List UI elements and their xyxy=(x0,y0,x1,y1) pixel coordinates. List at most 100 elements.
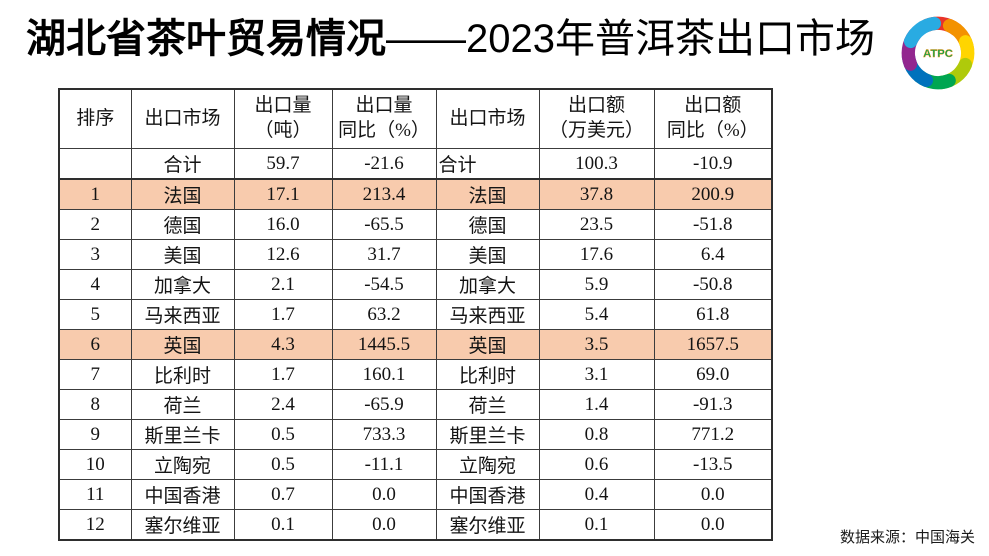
atpc-logo: ATPC xyxy=(897,12,979,94)
cell-volume_yoy: 1445.5 xyxy=(331,329,437,360)
table-row: 4 加拿大 2.1 -54.5 加拿大 5.9 -50.8 xyxy=(58,269,773,300)
header-cell-0: 排序 xyxy=(58,88,132,149)
cell-market2: 塞尔维亚 xyxy=(435,509,540,541)
cell-market2: 马来西亚 xyxy=(435,299,540,330)
cell-volume_yoy: 733.3 xyxy=(331,419,437,450)
logo-swirl-icon: ATPC xyxy=(901,16,975,90)
cell-value_yoy: -50.8 xyxy=(653,269,773,300)
cell-volume: 1.7 xyxy=(233,299,333,330)
cell-rank: 1 xyxy=(58,178,132,210)
header-cell-3: 出口量 同比（%） xyxy=(331,88,437,149)
cell-value_yoy: 1657.5 xyxy=(653,329,773,360)
cell-market: 美国 xyxy=(130,239,235,270)
cell-rank: 12 xyxy=(58,509,132,541)
cell-volume_yoy: 63.2 xyxy=(331,299,437,330)
header-cell-4: 出口市场 xyxy=(435,88,540,149)
cell-volume: 1.7 xyxy=(233,359,333,390)
cell-market: 塞尔维亚 xyxy=(130,509,235,541)
cell-market: 立陶宛 xyxy=(130,449,235,480)
table-row: 10 立陶宛 0.5 -11.1 立陶宛 0.6 -13.5 xyxy=(58,449,773,480)
cell-market: 荷兰 xyxy=(130,389,235,420)
table-row: 合计 59.7 -21.6 合计 100.3 -10.9 xyxy=(58,148,773,180)
cell-value: 3.5 xyxy=(538,329,655,360)
page-title: 湖北省茶叶贸易情况——2023年普洱茶出口市场 xyxy=(26,16,875,62)
cell-market: 马来西亚 xyxy=(130,299,235,330)
cell-volume_yoy: -54.5 xyxy=(331,269,437,300)
cell-value: 3.1 xyxy=(538,359,655,390)
cell-value: 0.8 xyxy=(538,419,655,450)
cell-value_yoy: -91.3 xyxy=(653,389,773,420)
cell-volume: 0.5 xyxy=(233,449,333,480)
table-row: 2 德国 16.0 -65.5 德国 23.5 -51.8 xyxy=(58,209,773,240)
cell-value_yoy: 69.0 xyxy=(653,359,773,390)
cell-market: 比利时 xyxy=(130,359,235,390)
cell-volume: 4.3 xyxy=(233,329,333,360)
cell-volume: 59.7 xyxy=(233,148,333,180)
cell-market2: 英国 xyxy=(435,329,540,360)
cell-rank: 9 xyxy=(58,419,132,450)
cell-value_yoy: 61.8 xyxy=(653,299,773,330)
cell-rank xyxy=(58,148,132,180)
cell-market2: 斯里兰卡 xyxy=(435,419,540,450)
cell-value_yoy: 0.0 xyxy=(653,479,773,510)
table-header-row: 排序 出口市场 出口量 （吨） 出口量 同比（%） 出口市场 出口额 （万美元） 出口额 同比（%） xyxy=(58,88,773,149)
cell-rank: 6 xyxy=(58,329,132,360)
cell-market: 斯里兰卡 xyxy=(130,419,235,450)
title-bold-part: 湖北省茶叶贸易情况 xyxy=(26,17,386,61)
table-row: 8 荷兰 2.4 -65.9 荷兰 1.4 -91.3 xyxy=(58,389,773,420)
cell-rank: 3 xyxy=(58,239,132,270)
cell-value_yoy: 0.0 xyxy=(653,509,773,541)
cell-volume_yoy: -65.9 xyxy=(331,389,437,420)
cell-volume: 17.1 xyxy=(233,178,333,210)
swirl-arcs xyxy=(901,16,975,90)
cell-volume_yoy: 160.1 xyxy=(331,359,437,390)
cell-volume: 16.0 xyxy=(233,209,333,240)
cell-value: 0.6 xyxy=(538,449,655,480)
cell-market2: 美国 xyxy=(435,239,540,270)
cell-value: 37.8 xyxy=(538,178,655,210)
cell-volume: 0.1 xyxy=(233,509,333,541)
cell-rank: 8 xyxy=(58,389,132,420)
cell-market2: 德国 xyxy=(435,209,540,240)
header-cell-5: 出口额 （万美元） xyxy=(538,88,655,149)
cell-rank: 2 xyxy=(58,209,132,240)
cell-volume_yoy: 0.0 xyxy=(331,479,437,510)
cell-value: 1.4 xyxy=(538,389,655,420)
cell-market2: 立陶宛 xyxy=(435,449,540,480)
cell-value_yoy: -13.5 xyxy=(653,449,773,480)
cell-volume: 12.6 xyxy=(233,239,333,270)
table-row: 5 马来西亚 1.7 63.2 马来西亚 5.4 61.8 xyxy=(58,299,773,330)
cell-volume: 2.1 xyxy=(233,269,333,300)
table-row: 12 塞尔维亚 0.1 0.0 塞尔维亚 0.1 0.0 xyxy=(58,509,773,541)
cell-value_yoy: 200.9 xyxy=(653,178,773,210)
logo-center-circle xyxy=(920,35,956,71)
table-row: 1 法国 17.1 213.4 法国 37.8 200.9 xyxy=(58,178,773,210)
cell-value: 0.4 xyxy=(538,479,655,510)
header-cell-1: 出口市场 xyxy=(130,88,235,149)
cell-volume: 0.7 xyxy=(233,479,333,510)
cell-market2: 法国 xyxy=(435,178,540,210)
cell-rank: 4 xyxy=(58,269,132,300)
title-regular-part: ——2023年普洱茶出口市场 xyxy=(386,17,875,61)
table-row: 7 比利时 1.7 160.1 比利时 3.1 69.0 xyxy=(58,359,773,390)
cell-volume: 2.4 xyxy=(233,389,333,420)
cell-volume_yoy: 31.7 xyxy=(331,239,437,270)
cell-value: 100.3 xyxy=(538,148,655,180)
cell-market: 英国 xyxy=(130,329,235,360)
cell-market2: 加拿大 xyxy=(435,269,540,300)
cell-value: 17.6 xyxy=(538,239,655,270)
cell-rank: 10 xyxy=(58,449,132,480)
cell-volume: 0.5 xyxy=(233,419,333,450)
cell-volume_yoy: -65.5 xyxy=(331,209,437,240)
cell-market2: 比利时 xyxy=(435,359,540,390)
cell-value: 0.1 xyxy=(538,509,655,541)
cell-volume_yoy: 0.0 xyxy=(331,509,437,541)
table-row: 9 斯里兰卡 0.5 733.3 斯里兰卡 0.8 771.2 xyxy=(58,419,773,450)
cell-volume_yoy: -11.1 xyxy=(331,449,437,480)
table-row: 11 中国香港 0.7 0.0 中国香港 0.4 0.0 xyxy=(58,479,773,510)
cell-rank: 11 xyxy=(58,479,132,510)
cell-volume_yoy: -21.6 xyxy=(331,148,437,180)
cell-market: 法国 xyxy=(130,178,235,210)
logo-text: ATPC xyxy=(923,48,953,60)
table-body: 合计 59.7 -21.6 合计 100.3 -10.9 1 法国 17.1 213.4 法国 37.… xyxy=(58,148,773,541)
